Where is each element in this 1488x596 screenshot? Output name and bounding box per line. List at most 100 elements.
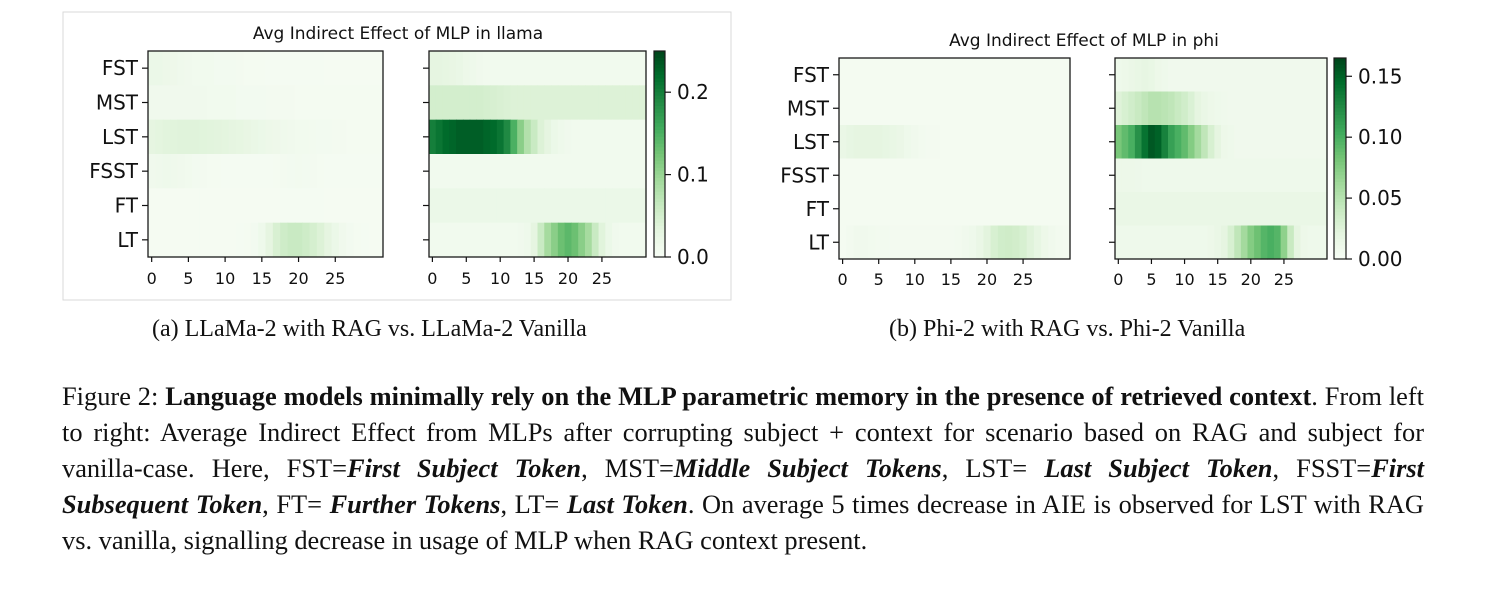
heatmap-cell (1221, 225, 1229, 260)
heatmap-cell (940, 158, 948, 193)
heatmap-cell (228, 188, 237, 224)
heatmap-cell (882, 158, 891, 193)
heatmap-cell (853, 192, 862, 227)
x-tick-label: 15 (524, 269, 544, 288)
heatmap-cell (875, 225, 883, 260)
heatmap-cell (1041, 192, 1049, 227)
heatmap-cell (564, 154, 573, 189)
subcaption-a: (a) LLaMa-2 with RAG vs. LLaMa-2 Vanilla (152, 316, 587, 342)
heatmap-cell (338, 188, 347, 224)
heatmap-cell (503, 119, 511, 155)
heatmap-cell (523, 154, 532, 189)
heatmap-cell (889, 125, 898, 160)
x-tick-label: 25 (592, 269, 612, 288)
heatmap-cell (338, 51, 347, 86)
heatmap-cell (258, 119, 267, 155)
heatmap-cell (1012, 125, 1021, 160)
colorbar-gradient-step (1334, 222, 1346, 227)
heatmap-cell (221, 85, 230, 121)
heatmap-cell (853, 225, 862, 260)
heatmap-cell (618, 154, 627, 189)
colorbar-gradient-step (1334, 121, 1346, 126)
heatmap-cell (1012, 192, 1021, 227)
colorbar-tick-label: 0.10 (1358, 125, 1403, 149)
colorbar-gradient-step (1334, 171, 1346, 176)
colorbar-gradient-step (654, 250, 665, 255)
heatmap-cell (1033, 91, 1042, 126)
colorbar: 0.00 0.05 0.10 0.15 (1333, 57, 1403, 271)
heatmap-cell (375, 119, 384, 155)
heatmap-cell (368, 188, 377, 224)
colorbar-gradient-step (1334, 138, 1346, 143)
colorbar-gradient-step (654, 160, 665, 165)
heatmap-cell (1062, 125, 1071, 160)
heatmap-cell (1154, 225, 1162, 260)
heatmap-cell (170, 222, 178, 258)
heatmap-cell (228, 119, 237, 155)
heatmap-cell (918, 158, 927, 193)
heatmap-cell (148, 188, 156, 224)
heatmap-cell (503, 85, 511, 121)
heatmap-cell (1115, 58, 1123, 93)
heatmap-cell (510, 188, 518, 224)
heatmap-cell (272, 85, 281, 121)
heatmap-cell (954, 58, 963, 93)
colorbar-gradient-step (1334, 212, 1346, 217)
heatmap-cell (206, 154, 215, 189)
heatmap-cell (272, 154, 281, 189)
heatmap-cell (605, 85, 613, 121)
heatmap-cell (1280, 158, 1288, 193)
heatmap-cell (523, 188, 532, 224)
heatmap-cell (192, 85, 200, 121)
heatmap-cell (1148, 192, 1156, 227)
heatmap-cell (1115, 158, 1123, 193)
colorbar-gradient-step (654, 222, 665, 227)
heatmap-cell (375, 188, 384, 224)
heatmap-cell (1207, 158, 1215, 193)
heatmap-cell (221, 222, 230, 258)
caption-term-mst: Middle Subject Tokens (673, 453, 942, 483)
heatmap-cell (324, 51, 333, 86)
heatmap-cell (1121, 125, 1129, 160)
colorbar-gradient-step (654, 81, 665, 86)
colorbar-gradient-step (654, 208, 665, 213)
heatmap-cell (517, 154, 525, 189)
heatmap-cell (889, 225, 898, 260)
heatmap-cell (1128, 58, 1136, 93)
heatmap-cell (1293, 58, 1302, 93)
heatmap-cell (947, 58, 956, 93)
heatmap-cell (639, 51, 647, 86)
heatmap-cell (932, 125, 941, 160)
heatmap-cell (236, 119, 245, 155)
heatmap-cell (265, 51, 274, 86)
heatmap-cell (1194, 158, 1202, 193)
heatmap-cell (353, 119, 362, 155)
heatmap-cell (1320, 91, 1328, 126)
heatmap-cell (206, 222, 215, 258)
heatmap-cell (564, 222, 573, 258)
heatmap-cell (1254, 158, 1262, 193)
heatmap-cell (1240, 225, 1249, 260)
heatmap-cell (612, 188, 620, 224)
colorbar-gradient-step (654, 202, 665, 207)
colorbar-gradient-step (654, 68, 665, 73)
heatmap-cell (360, 51, 369, 86)
colorbar-gradient-step (1334, 208, 1346, 213)
heatmap-cell (490, 119, 498, 155)
heatmap-cell (1214, 58, 1222, 93)
heatmap-cell (346, 222, 355, 258)
heatmap-cell (243, 119, 252, 155)
heatmap-cell (483, 85, 491, 121)
heatmap-cell (265, 85, 274, 121)
heatmap-cell (236, 51, 245, 86)
heatmap-cell (530, 85, 539, 121)
heatmap-cell (968, 91, 977, 126)
heatmap-cell (1274, 225, 1282, 260)
heatmap-cell (911, 91, 920, 126)
heatmap-cell (889, 192, 898, 227)
heatmap-cell (940, 192, 948, 227)
heatmap-cell (429, 119, 437, 155)
colorbar-gradient-step (654, 129, 665, 134)
heatmap-cell (1141, 125, 1149, 160)
heatmap-cell (1227, 225, 1235, 260)
